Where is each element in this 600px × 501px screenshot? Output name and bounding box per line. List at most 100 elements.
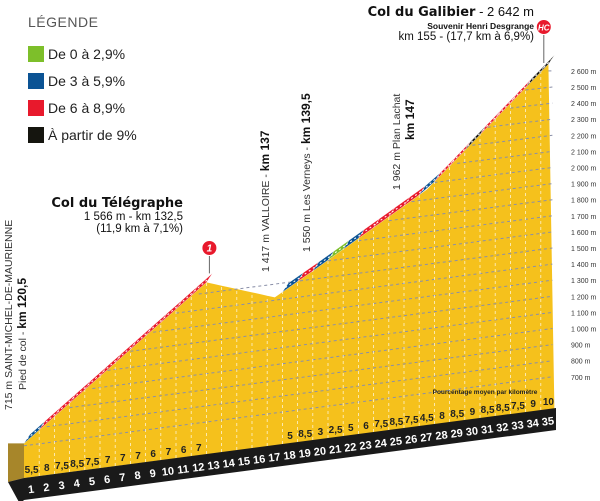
road-centerline xyxy=(497,98,514,115)
km-label: 35 xyxy=(541,415,555,428)
swatch-green xyxy=(28,45,44,62)
grid-line xyxy=(107,311,553,371)
lachat-km: km 147 xyxy=(403,99,417,140)
swatch-blue xyxy=(28,72,44,89)
percent-label: 7,5 xyxy=(405,415,419,426)
percent-label: 7 xyxy=(120,453,126,464)
grid-line xyxy=(358,215,553,242)
km-label: 27 xyxy=(420,431,434,444)
km-label: 26 xyxy=(404,433,418,446)
galibier-badge xyxy=(535,19,552,35)
km-label: 28 xyxy=(435,429,449,442)
km-label: 32 xyxy=(496,421,510,434)
y-tick-label: 1 100 m xyxy=(571,310,596,317)
percent-label: 8,5 xyxy=(496,403,510,414)
telegraphe-line2: (11,9 km à 7,1%) xyxy=(96,223,183,235)
telegraphe-badge xyxy=(201,240,218,256)
road-centerline xyxy=(452,145,469,162)
road-centerline xyxy=(163,304,180,319)
km-label: 25 xyxy=(389,435,403,448)
km-label: 8 xyxy=(134,470,142,483)
y-tick-label: 2 500 m xyxy=(571,85,596,92)
legend-item-blue: De 3 à 5,9% xyxy=(28,67,137,94)
percent-label: 8,5 xyxy=(481,405,495,416)
verneys-text: 1 550 m Les Verneys - xyxy=(301,144,313,252)
legend-label: À partir de 9% xyxy=(48,126,137,143)
percent-label: 8,5 xyxy=(389,417,403,428)
y-tick-label: 900 m xyxy=(571,343,591,350)
grid-line xyxy=(327,231,553,262)
percent-label: 8 xyxy=(439,411,445,422)
km-label: 14 xyxy=(222,457,236,471)
km-label: 31 xyxy=(480,423,494,436)
telegraphe-name: Col du Télégraphe xyxy=(51,196,183,211)
y-tick-label: 2 300 m xyxy=(571,117,596,124)
percent-label: 9 xyxy=(470,407,476,418)
y-tick-label: 2 000 m xyxy=(571,166,596,173)
percent-label: 5 xyxy=(348,423,354,434)
percent-label: 9 xyxy=(530,399,536,410)
percent-label: 6 xyxy=(363,421,369,432)
km-label: 1 xyxy=(27,484,35,497)
road-centerline xyxy=(300,266,317,278)
percent-label: 8,5 xyxy=(450,409,464,420)
percent-label: 2,5 xyxy=(329,425,343,436)
road-centerline xyxy=(406,190,423,202)
y-tick-label: 2 600 m xyxy=(571,69,596,76)
lachat-text: 1 962 m Plan Lachat xyxy=(391,93,403,190)
km-label: 4 xyxy=(73,478,81,491)
km-label: 21 xyxy=(328,443,342,456)
y-tick-label: 1 500 m xyxy=(571,246,596,253)
km-label: 23 xyxy=(359,439,373,452)
km-label: 34 xyxy=(526,417,540,431)
percent-label: 6 xyxy=(150,449,156,460)
km-label: 10 xyxy=(161,465,175,478)
y-tick-label: 2 400 m xyxy=(571,101,596,108)
road-centerline xyxy=(57,398,73,413)
y-tick-label: 1 200 m xyxy=(571,294,596,301)
telegraphe-line1: 1 566 m - km 132,5 xyxy=(83,211,183,223)
start-label: 715 m SAINT-MICHEL-DE-MAURIENNE Pied de … xyxy=(3,220,29,410)
km-label: 17 xyxy=(268,451,282,464)
valloire-label: 1 417 m VALLOIRE - km 137 xyxy=(258,131,272,272)
galibier-badge-label: HC xyxy=(538,24,550,33)
galibier-annotation: Col du Galibier - 2 642 m Souvenir Henri… xyxy=(368,3,534,43)
percent-label: 7,5 xyxy=(511,401,525,412)
profile-front-face xyxy=(8,443,24,482)
road-centerline xyxy=(482,114,499,131)
road-centerline xyxy=(148,317,165,332)
road-centerline xyxy=(87,371,104,386)
grid-line xyxy=(23,376,553,447)
start-sub: Pied de col - xyxy=(17,328,29,390)
road-centerline xyxy=(513,82,529,100)
y-tick-label: 1 000 m xyxy=(571,327,596,334)
road-centerline xyxy=(528,67,545,84)
galibier-name: Col du Galibier xyxy=(367,5,476,20)
percent-label: 5,5 xyxy=(25,465,39,476)
grid-line xyxy=(472,134,553,146)
road-centerline xyxy=(543,59,552,68)
grid-line xyxy=(46,360,553,428)
road-centerline xyxy=(285,276,301,288)
y-tick-label: 2 100 m xyxy=(571,149,596,156)
grid-line xyxy=(434,167,553,183)
grid-line xyxy=(510,102,553,109)
y-tick-label: 1 300 m xyxy=(571,278,596,285)
profile-area xyxy=(24,64,555,478)
y-tick-label: 800 m xyxy=(571,359,591,366)
road-centerline xyxy=(330,244,347,257)
road-centerline xyxy=(193,277,210,292)
km-label: 5 xyxy=(88,476,96,489)
legend-item-red: De 6 à 8,9% xyxy=(28,94,137,121)
km-label: 7 xyxy=(119,472,127,485)
km-label: 20 xyxy=(313,445,327,458)
grid-line xyxy=(487,118,553,128)
percent-label: 5 xyxy=(287,431,293,442)
swatch-red xyxy=(28,99,44,116)
road-centerline xyxy=(102,358,119,373)
road-centerline xyxy=(315,255,332,267)
km-label: 30 xyxy=(465,425,479,438)
legend-title: LÉGENDE xyxy=(28,14,99,30)
km-label: 13 xyxy=(207,459,221,472)
